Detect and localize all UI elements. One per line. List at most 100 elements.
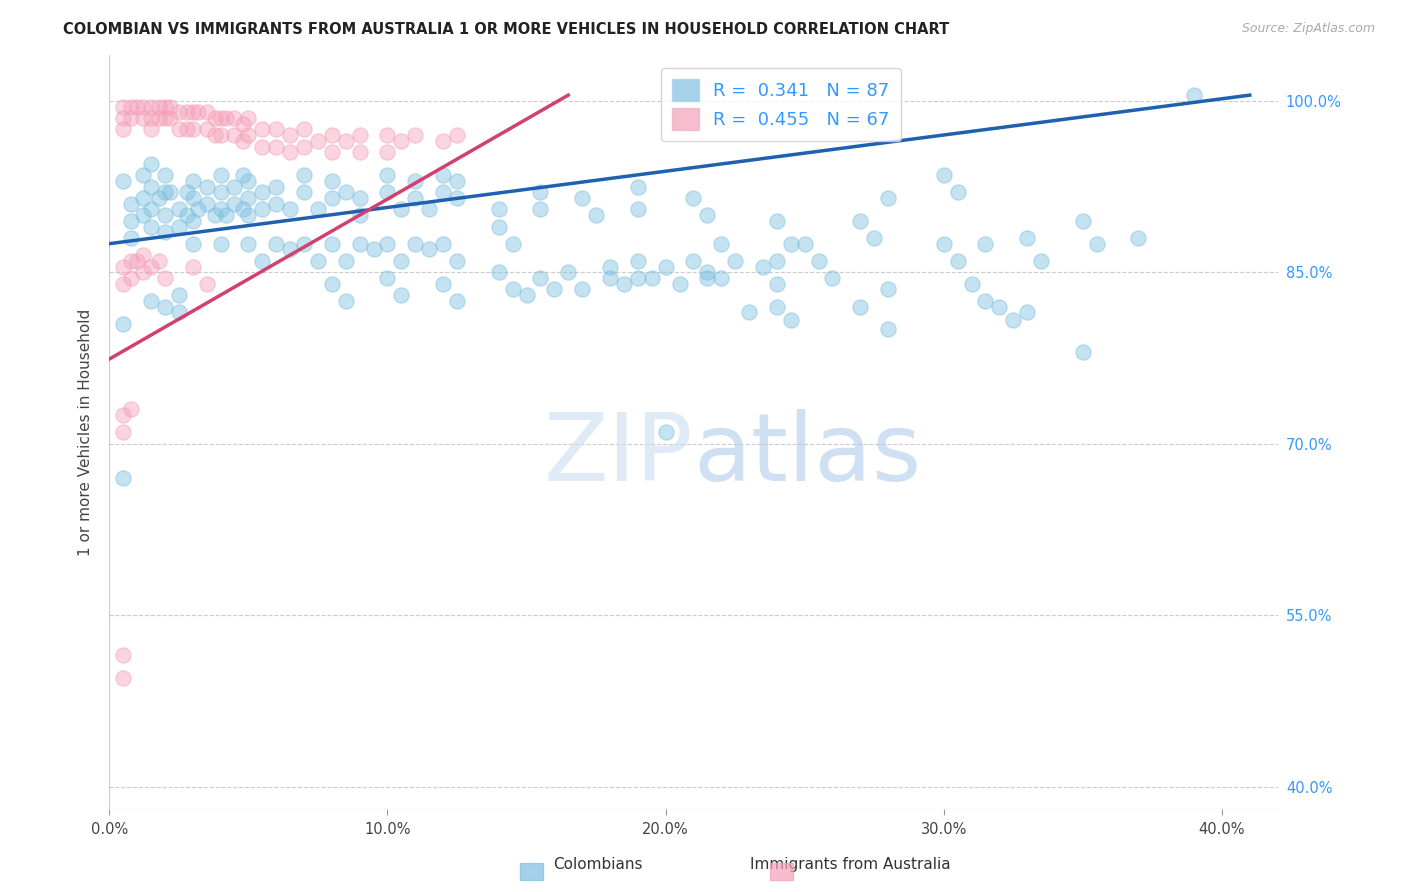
Point bbox=[1029, 253, 1052, 268]
Point bbox=[195, 105, 218, 120]
Point bbox=[1128, 231, 1150, 245]
Point bbox=[195, 196, 218, 211]
Point bbox=[167, 202, 190, 217]
Point bbox=[377, 168, 399, 182]
Point bbox=[238, 236, 260, 251]
Point bbox=[238, 111, 260, 125]
Point bbox=[278, 145, 301, 160]
Point bbox=[349, 128, 371, 142]
Point bbox=[446, 191, 468, 205]
Point bbox=[232, 134, 254, 148]
Point bbox=[252, 139, 274, 153]
Point bbox=[238, 191, 260, 205]
Point bbox=[112, 471, 135, 485]
Point bbox=[446, 128, 468, 142]
Point bbox=[112, 99, 135, 113]
Point bbox=[278, 128, 301, 142]
Point bbox=[1182, 88, 1205, 103]
Point bbox=[264, 236, 287, 251]
Y-axis label: 1 or more Vehicles in Household: 1 or more Vehicles in Household bbox=[79, 309, 93, 556]
Point bbox=[139, 260, 162, 274]
Point bbox=[112, 648, 135, 662]
Point bbox=[131, 248, 153, 262]
Point bbox=[112, 260, 135, 274]
Point bbox=[488, 265, 510, 279]
Point bbox=[389, 288, 412, 302]
Point bbox=[821, 271, 844, 285]
Point bbox=[682, 253, 704, 268]
Point bbox=[502, 282, 524, 296]
Point bbox=[131, 191, 153, 205]
Point bbox=[167, 122, 190, 136]
Point bbox=[167, 219, 190, 234]
Point bbox=[167, 305, 190, 319]
Point bbox=[112, 122, 135, 136]
Point bbox=[1071, 345, 1094, 359]
Point bbox=[418, 243, 440, 257]
Point bbox=[349, 191, 371, 205]
Point bbox=[139, 179, 162, 194]
Point bbox=[167, 105, 190, 120]
Point bbox=[515, 288, 537, 302]
Point bbox=[335, 293, 357, 308]
Point bbox=[849, 300, 872, 314]
Point bbox=[960, 277, 983, 291]
Point bbox=[292, 168, 315, 182]
Point bbox=[488, 202, 510, 217]
Point bbox=[139, 99, 162, 113]
Point bbox=[696, 271, 718, 285]
Point bbox=[264, 139, 287, 153]
Point bbox=[432, 186, 454, 200]
Point bbox=[224, 179, 246, 194]
Point bbox=[446, 253, 468, 268]
Point bbox=[181, 174, 204, 188]
Point bbox=[377, 271, 399, 285]
Point bbox=[321, 145, 343, 160]
Point bbox=[682, 191, 704, 205]
Point bbox=[877, 191, 900, 205]
Legend: R =  0.341   N = 87, R =  0.455   N = 67: R = 0.341 N = 87, R = 0.455 N = 67 bbox=[661, 68, 900, 141]
Point bbox=[148, 191, 170, 205]
Point bbox=[793, 236, 815, 251]
Point bbox=[307, 253, 329, 268]
Point bbox=[654, 260, 676, 274]
Point bbox=[125, 253, 148, 268]
Point bbox=[932, 168, 955, 182]
Point bbox=[121, 271, 143, 285]
Point bbox=[176, 186, 198, 200]
Point bbox=[121, 196, 143, 211]
Point bbox=[121, 111, 143, 125]
Point bbox=[307, 134, 329, 148]
Point bbox=[215, 208, 238, 222]
Point bbox=[131, 208, 153, 222]
Point bbox=[131, 111, 153, 125]
Point bbox=[176, 208, 198, 222]
Point bbox=[204, 128, 226, 142]
Point bbox=[877, 282, 900, 296]
Point bbox=[668, 277, 690, 291]
Point bbox=[238, 174, 260, 188]
Point bbox=[543, 282, 565, 296]
Point bbox=[238, 208, 260, 222]
Point bbox=[335, 253, 357, 268]
Point bbox=[252, 202, 274, 217]
Point bbox=[779, 236, 801, 251]
Point bbox=[153, 271, 176, 285]
Point bbox=[181, 191, 204, 205]
Point bbox=[153, 99, 176, 113]
Point bbox=[321, 128, 343, 142]
Point bbox=[418, 202, 440, 217]
Point bbox=[946, 186, 969, 200]
Point bbox=[125, 99, 148, 113]
Point bbox=[863, 231, 886, 245]
Point bbox=[1017, 305, 1039, 319]
Point bbox=[432, 277, 454, 291]
Point bbox=[112, 277, 135, 291]
Point bbox=[766, 253, 789, 268]
Point bbox=[224, 128, 246, 142]
Point bbox=[321, 236, 343, 251]
Point bbox=[571, 191, 593, 205]
Point bbox=[710, 236, 733, 251]
Point bbox=[377, 186, 399, 200]
Point bbox=[849, 214, 872, 228]
